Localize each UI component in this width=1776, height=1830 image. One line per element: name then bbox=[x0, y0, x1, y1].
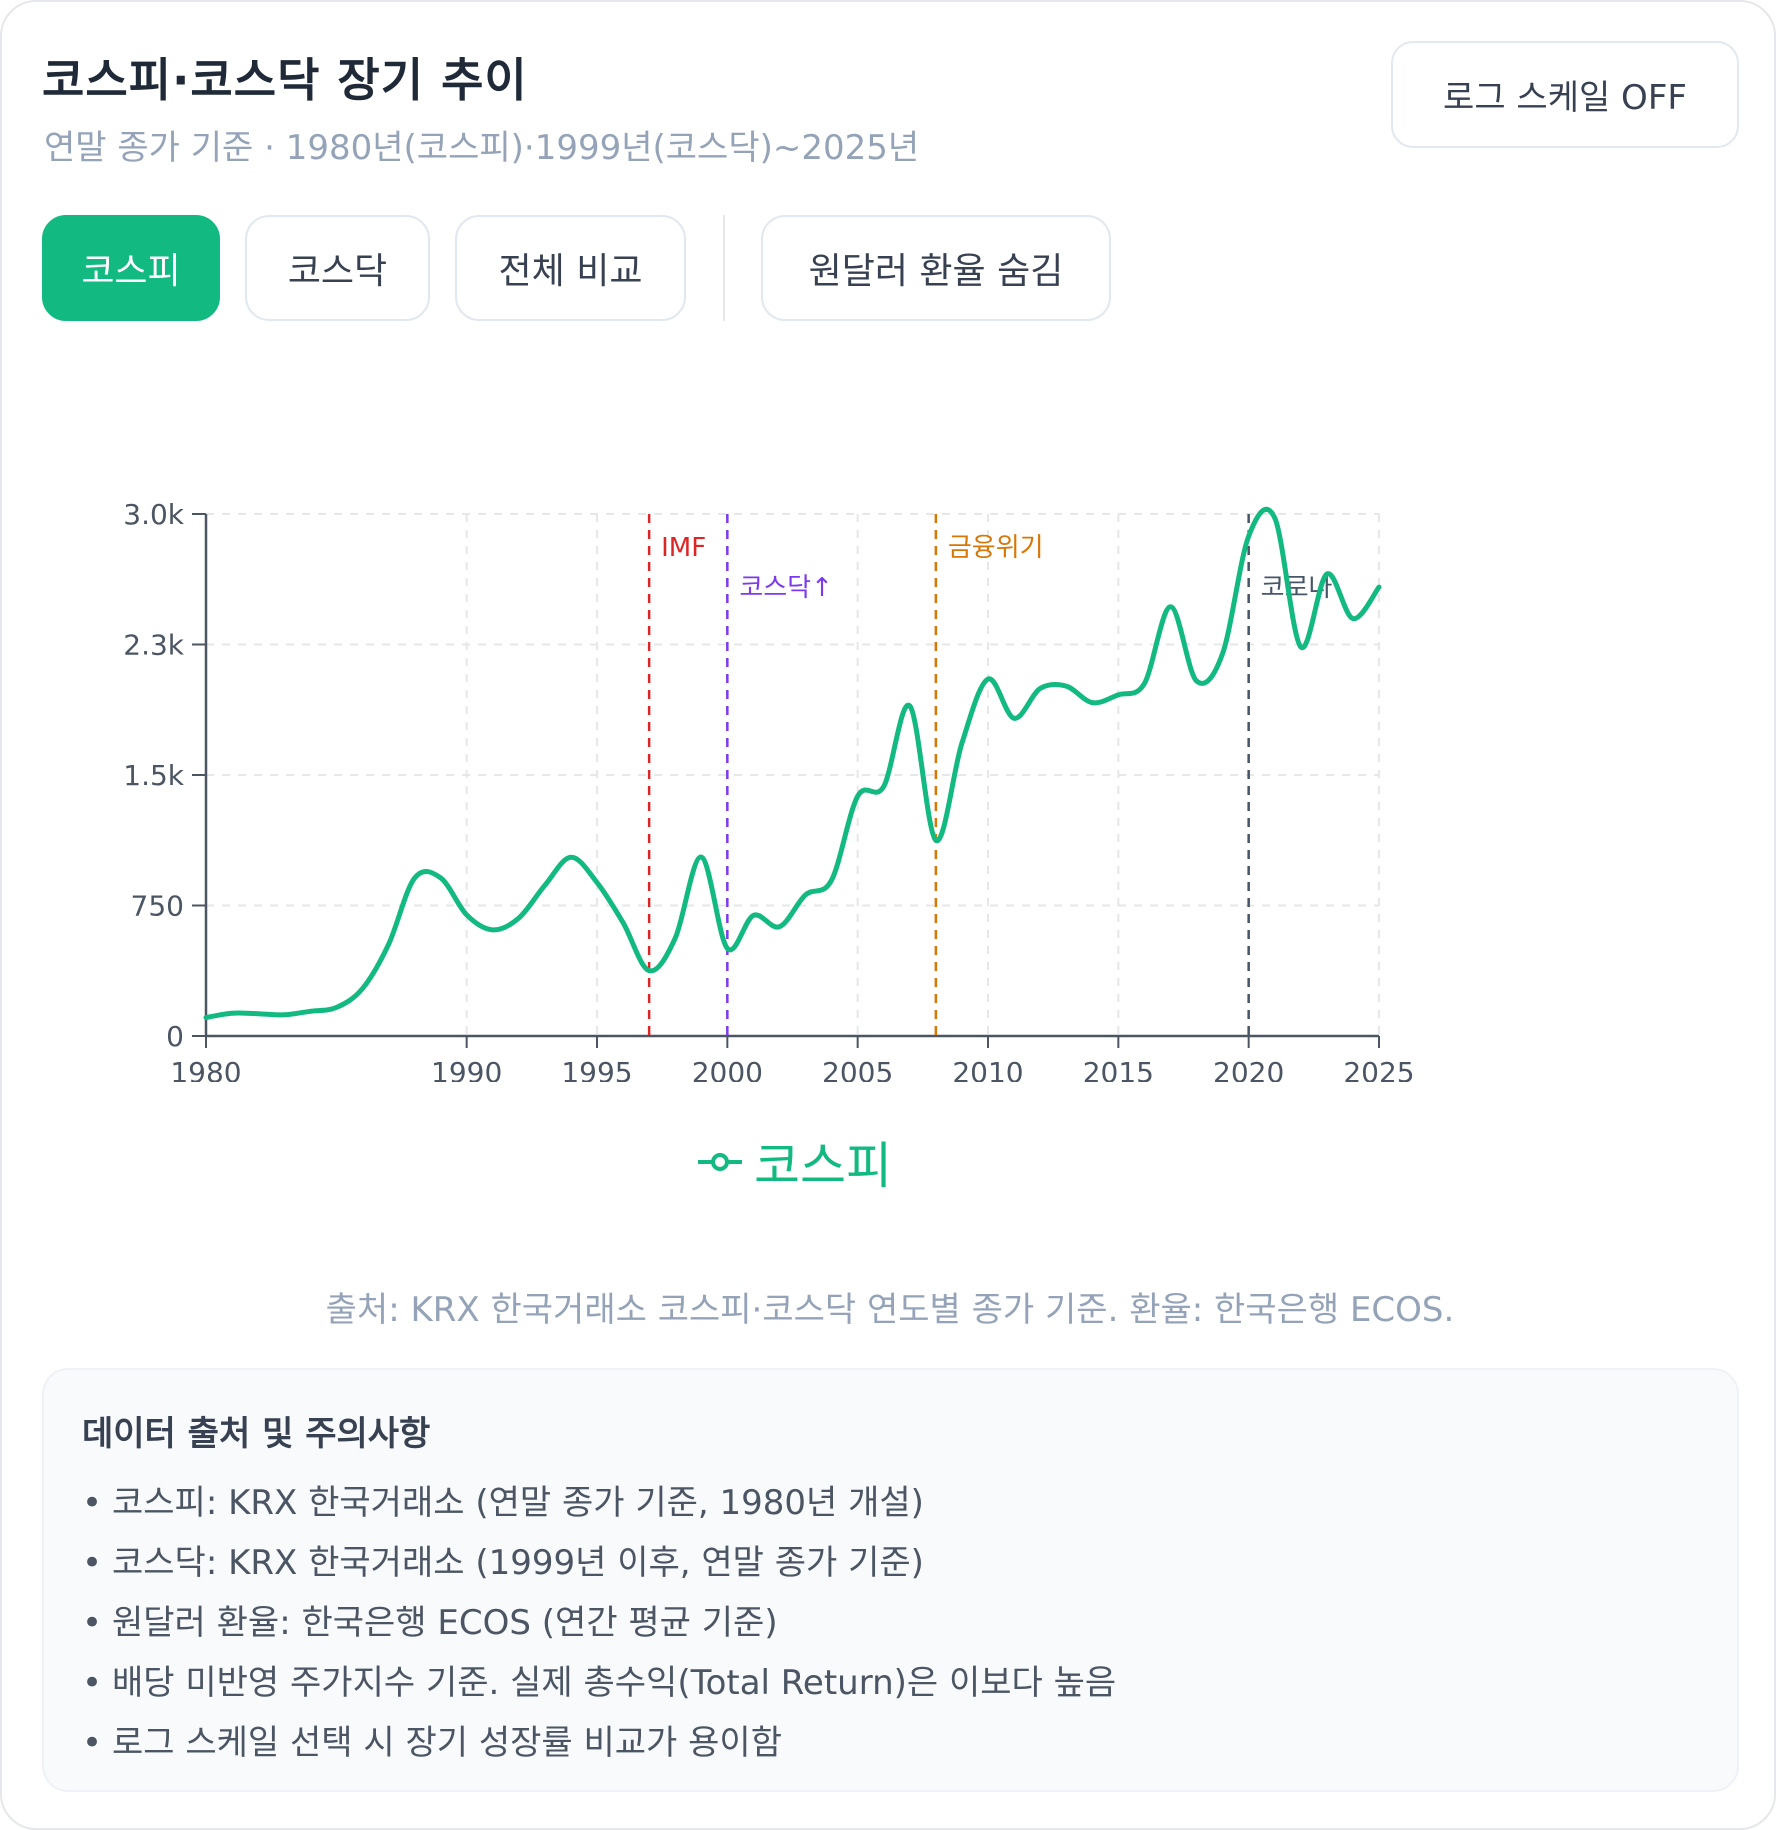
x-tick-label: 2015 bbox=[1083, 1056, 1154, 1082]
page-title: 코스피·코스닥 장기 추이 bbox=[42, 53, 528, 107]
y-tick-label: 1.5k bbox=[123, 759, 185, 792]
x-tick-label: 1995 bbox=[561, 1056, 632, 1082]
x-tick-label: 2000 bbox=[692, 1056, 763, 1082]
log-scale-toggle-button[interactable]: 로그 스케일 OFF bbox=[1391, 41, 1739, 148]
legend-label-kospi: 코스피 bbox=[754, 1137, 892, 1195]
y-tick-label: 3.0k bbox=[123, 498, 185, 531]
tab-bar: 코스피 코스닥 전체 비교 원달러 환율 숨김 bbox=[2, 215, 1776, 323]
y-tick-label: 0 bbox=[166, 1020, 184, 1053]
tab-divider bbox=[723, 215, 725, 321]
tab-kospi[interactable]: 코스피 bbox=[42, 215, 220, 321]
tab-compare-all[interactable]: 전체 비교 bbox=[455, 215, 686, 321]
kospi-series-line bbox=[203, 507, 1382, 1021]
source-text: 출처: KRX 한국거래소 코스피·코스닥 연도별 종가 기준. 환율: 한국은… bbox=[325, 1290, 1455, 1330]
notes-item: 코스닥: KRX 한국거래소 (1999년 이후, 연말 종가 기준) bbox=[82, 1533, 1699, 1593]
exchange-rate-toggle-button[interactable]: 원달러 환율 숨김 bbox=[761, 215, 1111, 321]
x-tick-label: 1990 bbox=[431, 1056, 502, 1082]
event-label: 코스닥↑ bbox=[739, 573, 833, 603]
x-tick-label: 2005 bbox=[822, 1056, 893, 1082]
y-tick-label: 750 bbox=[131, 890, 184, 923]
x-tick-label: 2010 bbox=[952, 1056, 1023, 1082]
x-tick-label: 1980 bbox=[170, 1056, 241, 1082]
event-label: 금융위기 bbox=[948, 533, 1044, 563]
x-tick-label: 2020 bbox=[1213, 1056, 1284, 1082]
page-subtitle: 연말 종가 기준 · 1980년(코스피)·1999년(코스닥)~2025년 bbox=[44, 128, 920, 168]
x-tick-label: 2025 bbox=[1343, 1056, 1414, 1082]
kospi-line-chart: 0 750 1.5k 2.3k 3.0k 1980 1990 1995 2000 2005 2010… bbox=[123, 498, 1414, 1082]
notes-item: 원달러 환율: 한국은행 ECOS (연간 평균 기준) bbox=[82, 1593, 1699, 1653]
legend-line-marker-icon bbox=[698, 1153, 742, 1171]
notes-panel: 데이터 출처 및 주의사항 코스피: KRX 한국거래소 (연말 종가 기준, … bbox=[42, 1368, 1739, 1792]
notes-item: 배당 미반영 주가지수 기준. 실제 총수익(Total Return)은 이보… bbox=[82, 1653, 1699, 1713]
notes-item: 로그 스케일 선택 시 장기 성장률 비교가 용이함 bbox=[82, 1713, 1699, 1773]
notes-list: 코스피: KRX 한국거래소 (연말 종가 기준, 1980년 개설) 코스닥:… bbox=[82, 1473, 1699, 1773]
tab-kosdaq[interactable]: 코스닥 bbox=[245, 215, 430, 321]
notes-item: 코스피: KRX 한국거래소 (연말 종가 기준, 1980년 개설) bbox=[82, 1473, 1699, 1533]
notes-title: 데이터 출처 및 주의사항 bbox=[82, 1414, 431, 1454]
y-tick-label: 2.3k bbox=[123, 629, 185, 662]
event-label: IMF bbox=[661, 533, 706, 563]
chart-legend[interactable]: 코스피 bbox=[698, 1130, 892, 1195]
